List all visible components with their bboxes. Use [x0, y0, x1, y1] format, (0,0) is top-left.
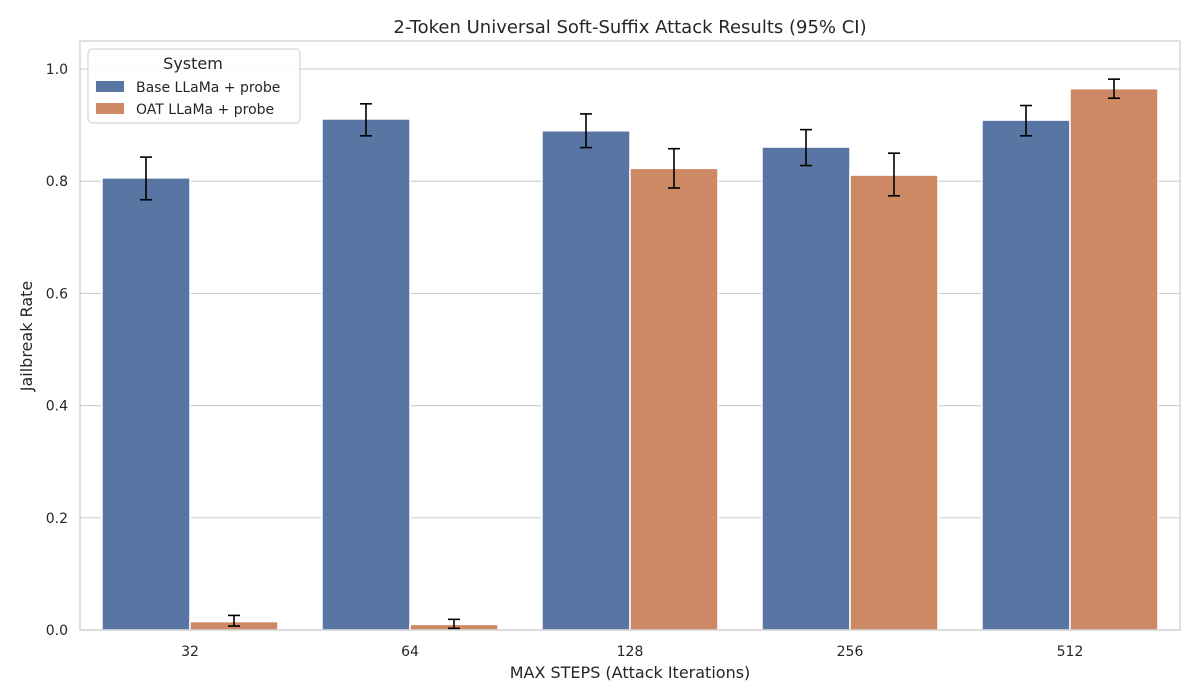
error-bar — [448, 618, 460, 630]
error-bar — [228, 614, 240, 627]
error-bar — [140, 156, 152, 201]
legend-title: System — [163, 54, 223, 73]
bar-base-128 — [541, 130, 631, 631]
bar-oat-256 — [849, 174, 939, 631]
legend-label: OAT LLaMa + probe — [136, 102, 274, 118]
legend-box — [87, 48, 301, 124]
bar-group — [101, 87, 1159, 631]
x-tick-label: 512 — [1057, 644, 1084, 660]
x-tick-label: 256 — [837, 644, 864, 660]
y-axis-label: Jailbreak Rate — [17, 281, 36, 392]
y-tick-label: 0.8 — [46, 174, 68, 190]
error-bar — [580, 113, 592, 149]
error-bar — [668, 147, 680, 189]
error-bar-group — [140, 78, 1120, 630]
x-tick-labels: 32 64 128 256 512 — [181, 644, 1083, 660]
y-tick-label: 0.0 — [46, 623, 68, 639]
legend-swatch — [96, 103, 124, 114]
bar-oat-512 — [1069, 87, 1159, 631]
y-tick-label: 0.2 — [46, 511, 68, 527]
bar-oat-128 — [629, 167, 719, 631]
x-tick-label: 128 — [617, 644, 644, 660]
error-bar — [1020, 104, 1032, 137]
error-bar — [360, 103, 372, 137]
legend-label: Base LLaMa + probe — [136, 80, 280, 96]
error-bar — [888, 152, 900, 197]
y-tick-labels: 0.0 0.2 0.4 0.6 0.8 1.0 — [46, 62, 68, 639]
legend: System Base LLaMa + probe OAT LLaMa + pro… — [87, 48, 301, 124]
chart-title: 2-Token Universal Soft-Suffix Attack Res… — [393, 17, 866, 38]
x-tick-label: 32 — [181, 644, 199, 660]
error-bar — [1108, 78, 1120, 100]
y-tick-label: 0.4 — [46, 399, 68, 415]
bar-base-512 — [981, 119, 1071, 631]
bar-base-256 — [761, 146, 851, 631]
y-tick-label: 1.0 — [46, 62, 68, 78]
x-tick-label: 64 — [401, 644, 419, 660]
plot-frame — [79, 40, 1181, 631]
y-tick-label: 0.6 — [46, 286, 68, 302]
bar-base-64 — [321, 118, 411, 631]
x-axis-label: MAX STEPS (Attack Iterations) — [510, 663, 751, 682]
bar-base-32 — [101, 177, 191, 631]
error-bar — [800, 128, 812, 167]
legend-swatch — [96, 81, 124, 92]
